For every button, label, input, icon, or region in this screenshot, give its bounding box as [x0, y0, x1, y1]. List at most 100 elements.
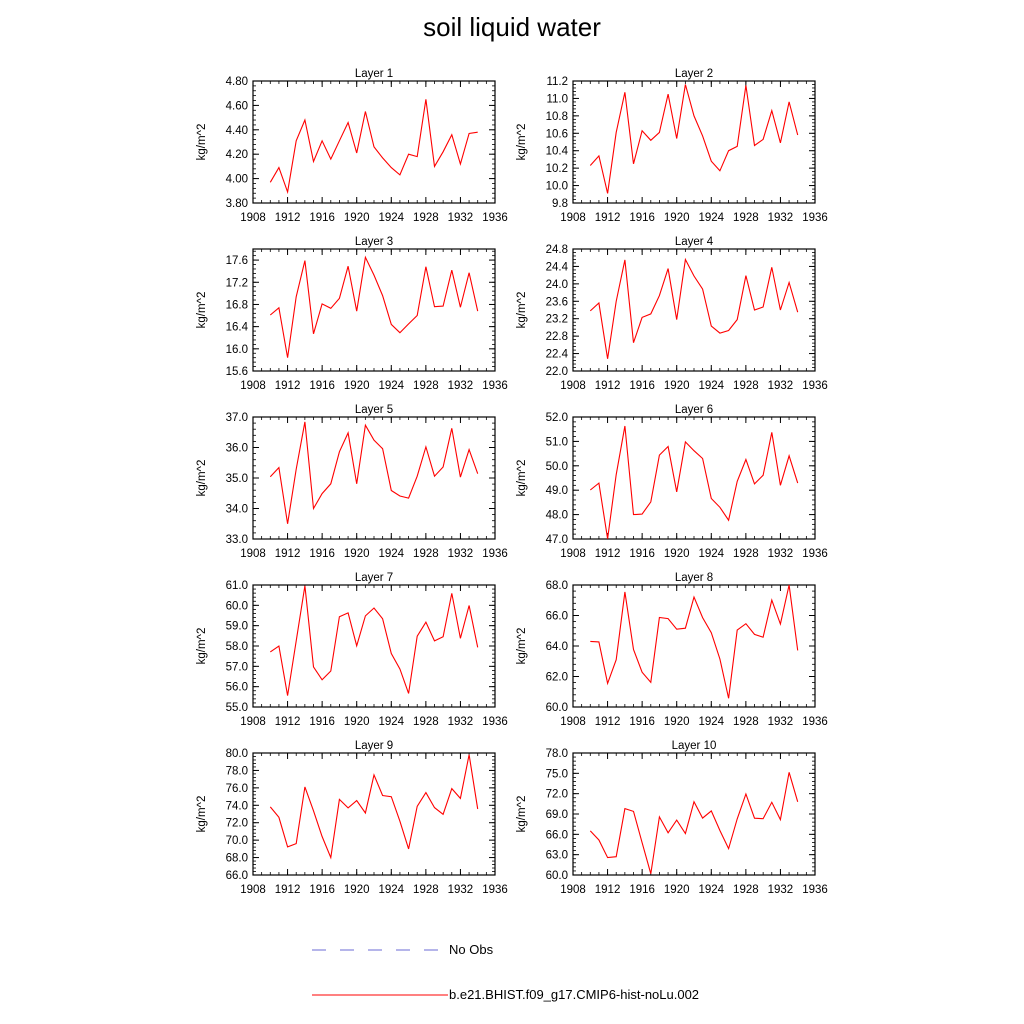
y-tick-label: 24.4	[546, 261, 569, 273]
y-tick-label: 33.0	[226, 534, 248, 546]
x-tick-label: 1932	[768, 716, 794, 728]
y-tick-label: 60.0	[546, 870, 568, 882]
y-axis-label: kg/m^2	[196, 460, 208, 497]
y-tick-label: 22.0	[546, 366, 568, 378]
x-tick-label: 1920	[664, 380, 690, 392]
x-tick-label: 1932	[768, 212, 794, 224]
plot-frame	[252, 752, 496, 876]
y-tick-label: 16.8	[226, 299, 248, 311]
y-tick-label: 59.0	[226, 621, 248, 633]
y-tick-label: 4.20	[226, 149, 248, 161]
x-tick-label: 1932	[768, 380, 794, 392]
x-tick-label: 1928	[733, 212, 759, 224]
x-tick-label: 1912	[275, 212, 301, 224]
y-tick-label: 10.2	[546, 163, 568, 175]
y-tick-label: 70.0	[226, 835, 248, 847]
x-tick-label: 1916	[309, 380, 335, 392]
series-line	[590, 584, 799, 699]
panel-title: Layer 1	[355, 68, 393, 80]
y-tick-label: 69.0	[546, 809, 568, 821]
series-line	[589, 84, 799, 194]
y-tick-label: 4.60	[226, 100, 248, 112]
x-tick-label: 1928	[413, 212, 439, 224]
y-tick-label: 23.2	[546, 314, 568, 326]
x-tick-label: 1924	[378, 716, 404, 728]
series-line	[589, 257, 799, 359]
plot-frame	[252, 248, 496, 372]
y-axis-label: kg/m^2	[516, 796, 528, 833]
x-tick-label: 1936	[482, 716, 508, 728]
plot-frame	[252, 416, 496, 540]
plot-frame	[252, 584, 496, 708]
y-tick-label: 11.2	[546, 76, 568, 88]
plot-frame	[572, 416, 816, 540]
y-tick-label: 68.0	[546, 580, 568, 592]
x-tick-label: 1920	[344, 884, 370, 896]
panel-6: 1908 1912 1916 1920 1924 1928 1932 1936 47.0 48.0…	[516, 404, 828, 560]
y-axis-label: kg/m^2	[516, 292, 528, 329]
y-tick-label: 75.0	[546, 768, 568, 780]
x-tick-label: 1924	[698, 380, 724, 392]
x-tick-label: 1912	[595, 716, 621, 728]
y-tick-label: 72.0	[546, 789, 568, 801]
x-tick-label: 1916	[309, 884, 335, 896]
panel-title: Layer 5	[355, 404, 393, 416]
x-tick-label: 1908	[560, 380, 586, 392]
x-tick-label: 1916	[629, 548, 655, 560]
y-tick-label: 9.8	[552, 198, 568, 210]
series-line	[269, 585, 479, 696]
x-tick-label: 1928	[413, 380, 439, 392]
x-tick-label: 1928	[413, 548, 439, 560]
y-tick-label: 15.6	[226, 366, 248, 378]
y-tick-label: 36.0	[226, 443, 248, 455]
y-tick-label: 74.0	[226, 800, 248, 812]
legend-swatch-model	[312, 994, 448, 996]
x-tick-label: 1928	[733, 716, 759, 728]
panel-title: Layer 3	[355, 236, 393, 248]
x-tick-label: 1920	[344, 548, 370, 560]
panel-title: Layer 8	[675, 572, 713, 584]
x-tick-label: 1916	[309, 716, 335, 728]
panel-title: Layer 6	[675, 404, 713, 416]
x-tick-label: 1908	[560, 716, 586, 728]
x-tick-label: 1924	[378, 884, 404, 896]
y-tick-label: 68.0	[226, 853, 248, 865]
y-tick-label: 50.0	[546, 461, 568, 473]
series-line	[589, 772, 799, 874]
x-tick-label: 1920	[344, 380, 370, 392]
y-tick-label: 66.0	[546, 611, 568, 623]
panel-title: Layer 9	[355, 740, 393, 752]
plot-frame	[252, 80, 496, 204]
y-tick-label: 49.0	[546, 485, 568, 497]
y-tick-label: 34.0	[226, 504, 248, 516]
y-tick-label: 24.8	[546, 244, 568, 256]
plot-frame	[572, 248, 816, 372]
x-tick-label: 1932	[768, 884, 794, 896]
y-tick-label: 3.80	[226, 198, 248, 210]
y-axis-label: kg/m^2	[196, 628, 208, 665]
y-tick-label: 52.0	[546, 412, 568, 424]
plot-frame	[572, 584, 816, 708]
legend-label-model: b.e21.BHIST.f09_g17.CMIP6-hist-noLu.002	[449, 987, 700, 1002]
plot-frame	[572, 80, 816, 204]
y-tick-label: 47.0	[546, 534, 568, 546]
y-tick-label: 76.0	[226, 783, 248, 795]
x-tick-label: 1924	[378, 380, 404, 392]
legend-label-no-obs: No Obs	[449, 942, 494, 957]
y-tick-label: 78.0	[226, 765, 248, 777]
y-tick-label: 17.6	[226, 255, 248, 267]
x-tick-label: 1936	[482, 884, 508, 896]
y-tick-label: 66.0	[546, 829, 568, 841]
panel-2: 1908 1912 1916 1920 1924 1928 1932 1936 9.8 10.0 1…	[516, 68, 828, 224]
x-tick-label: 1916	[629, 212, 655, 224]
y-tick-label: 10.6	[546, 128, 568, 140]
x-tick-label: 1908	[240, 548, 266, 560]
panel-7: 1908 1912 1916 1920 1924 1928 1932 1936 55.0 56.0…	[196, 572, 508, 728]
x-tick-label: 1916	[629, 716, 655, 728]
x-tick-label: 1908	[240, 716, 266, 728]
x-tick-label: 1912	[595, 212, 621, 224]
x-tick-label: 1936	[802, 716, 828, 728]
x-tick-label: 1908	[560, 548, 586, 560]
chart-title: soil liquid water	[423, 12, 601, 42]
panel-title: Layer 2	[675, 68, 713, 80]
